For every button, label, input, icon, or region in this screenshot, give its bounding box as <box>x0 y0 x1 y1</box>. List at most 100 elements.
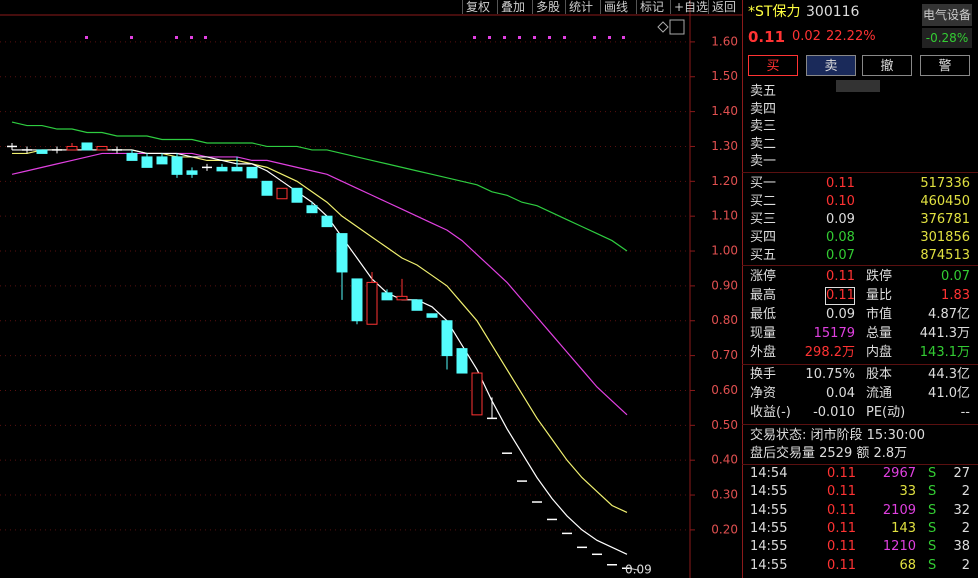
y-tick-label: 0.20 <box>711 522 738 536</box>
stat-label: 收益(-) <box>750 405 791 420</box>
stat-value: 44.3亿 <box>928 367 970 382</box>
bid-price: 0.07 <box>826 248 855 263</box>
bid-volume: 376781 <box>920 212 970 227</box>
change: 0.02 <box>792 29 821 44</box>
bid-label: 买三 <box>750 212 777 227</box>
panel-divider <box>742 0 743 578</box>
candle-body <box>306 205 318 214</box>
candle-body <box>186 170 198 175</box>
diamond-icon[interactable] <box>657 21 669 33</box>
separator <box>742 364 978 365</box>
candle-body <box>216 166 228 172</box>
trade-price: 0.11 <box>827 466 856 481</box>
toolbar-button[interactable]: 叠加 <box>497 0 528 14</box>
bid-label: 买一 <box>750 176 777 191</box>
y-tick-label: 0.90 <box>711 278 738 292</box>
stat-label: 流通 <box>866 386 893 401</box>
stat-value: 4.87亿 <box>928 307 970 322</box>
bid-price: 0.10 <box>826 194 855 209</box>
trade-count: 32 <box>953 502 970 518</box>
stat-label: 内盘 <box>866 345 893 360</box>
trade-time: 14:55 <box>750 557 788 573</box>
stat-label: 换手 <box>750 367 777 382</box>
trade-volume: 2109 <box>882 502 916 518</box>
stat-value: 0.07 <box>941 269 970 284</box>
after-hours: 盘后交易量 2529 额 2.8万 <box>750 446 908 461</box>
trade-side: S <box>928 520 937 536</box>
trade-time: 14:54 <box>750 466 788 481</box>
ask-label: 卖四 <box>750 101 777 117</box>
stock-name: *ST保力 <box>748 4 801 20</box>
trade-price: 0.11 <box>827 502 856 518</box>
price: 0.11 <box>748 28 786 46</box>
candle-body <box>36 149 48 154</box>
separator <box>742 172 978 173</box>
candle-body <box>426 313 438 318</box>
y-tick-label: 1.30 <box>711 139 738 153</box>
y-tick-label: 1.20 <box>711 174 738 188</box>
y-tick-label: 1.50 <box>711 69 738 83</box>
trade-price: 0.11 <box>827 539 856 555</box>
bid-price: 0.08 <box>826 230 855 245</box>
candle-body <box>366 281 378 325</box>
y-tick-label: 1.60 <box>711 34 738 48</box>
trade-price: 0.11 <box>827 557 856 573</box>
candle-body <box>321 215 333 228</box>
stat-value: 15179 <box>813 326 855 341</box>
trade-price: 0.11 <box>827 484 856 500</box>
trade-side: S <box>928 557 937 573</box>
trade-button[interactable]: 买 <box>748 55 798 76</box>
candle-body <box>141 156 153 168</box>
stat-value: 0.11 <box>825 287 855 305</box>
stat-value: 41.0亿 <box>928 386 970 401</box>
stat-value: 298.2万 <box>804 345 855 360</box>
trade-price: 0.11 <box>827 520 856 536</box>
candle-body <box>261 180 273 196</box>
toolbar-button[interactable]: 统计 <box>565 0 596 14</box>
y-tick-label: 1.00 <box>711 244 738 258</box>
candle-body <box>156 156 168 165</box>
stat-label: 现量 <box>750 326 777 341</box>
toolbar-button[interactable]: 标记 <box>636 0 667 14</box>
candle-body <box>441 320 453 357</box>
stat-value: -- <box>960 405 970 420</box>
collapse-tab[interactable] <box>836 80 880 92</box>
trade-time: 14:55 <box>750 520 788 536</box>
y-tick-label: 0.50 <box>711 418 738 432</box>
candle-body <box>246 166 258 179</box>
stat-value: 1.83 <box>941 288 970 303</box>
trade-button[interactable]: 撤 <box>862 55 912 76</box>
toolbar-button[interactable]: 返回 <box>708 0 739 14</box>
stat-label: 涨停 <box>750 269 777 284</box>
stat-label: 外盘 <box>750 345 777 360</box>
toolbar-button[interactable]: +自选 <box>670 0 711 14</box>
stat-label: 最低 <box>750 307 777 322</box>
candle-body <box>96 145 108 151</box>
sector[interactable]: 电气设备 <box>922 4 972 26</box>
stat-label: 量比 <box>866 288 893 303</box>
toolbar-button[interactable]: 多股 <box>532 0 563 14</box>
stat-value: -0.010 <box>813 405 855 420</box>
trade-count: 2 <box>961 484 970 500</box>
stat-value: 143.1万 <box>919 345 970 360</box>
candle-body <box>456 348 468 374</box>
trade-volume: 1210 <box>882 539 916 555</box>
stat-value: 0.09 <box>826 307 855 322</box>
trade-button[interactable]: 卖 <box>806 55 856 76</box>
kline-chart: 0.20 0.30 0.40 0.50 0.60 0.70 0.80 0.90 1.00 1.10… <box>0 0 742 578</box>
candle-body <box>171 156 183 175</box>
trade-side: S <box>928 539 937 555</box>
candle-body <box>291 187 303 203</box>
trade-button[interactable]: 警 <box>920 55 970 76</box>
trade-count: 2 <box>961 520 970 536</box>
min-label: 0.09 <box>625 563 652 577</box>
toolbar-button[interactable]: 画线 <box>600 0 631 14</box>
panel-toggle[interactable] <box>669 19 685 35</box>
candle-body <box>351 278 363 322</box>
bid-volume: 874513 <box>920 248 970 263</box>
toolbar-button[interactable]: 复权 <box>462 0 493 14</box>
candle-body <box>231 166 243 172</box>
candle-body <box>66 145 78 151</box>
bid-price: 0.09 <box>826 212 855 227</box>
y-tick-label: 1.10 <box>711 209 738 223</box>
